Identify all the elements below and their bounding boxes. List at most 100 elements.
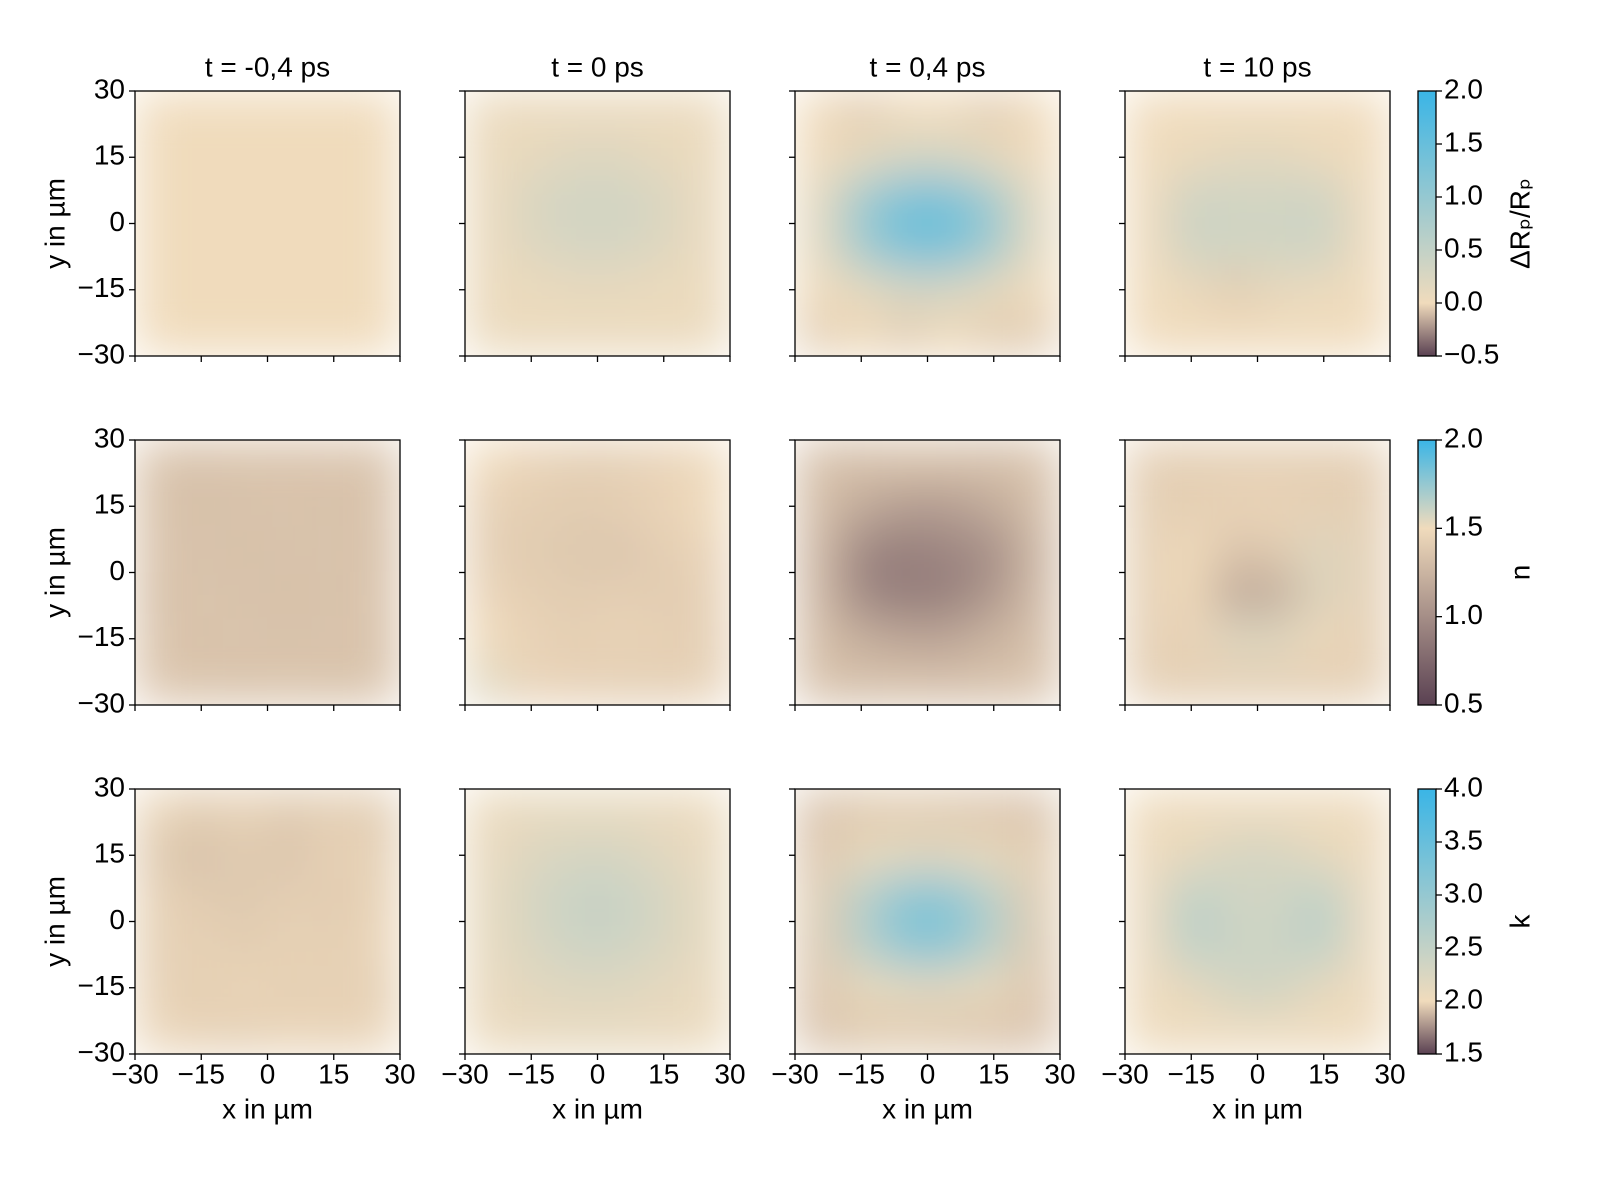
- heatmap-cell: [465, 178, 510, 224]
- colorbar-tick-label: −0.5: [1444, 338, 1499, 369]
- heatmap-cell: [641, 832, 687, 878]
- heatmap-cell: [795, 311, 840, 356]
- heatmap-cell: [971, 91, 1017, 136]
- heatmap-cell: [508, 876, 554, 922]
- heatmap-cell: [1212, 832, 1258, 878]
- heatmap-cell: [222, 789, 268, 834]
- heatmap-cell: [1125, 527, 1170, 573]
- colorbar-tick-label: 1.0: [1444, 179, 1483, 210]
- heatmap-cell: [927, 1009, 973, 1054]
- heatmap-cell: [311, 876, 357, 922]
- heatmap-cell: [267, 440, 313, 485]
- x-tick-label: −30: [771, 1058, 819, 1089]
- heatmap-cell: [1345, 616, 1390, 662]
- heatmap-cell: [927, 789, 973, 834]
- heatmap-cell: [1345, 660, 1390, 705]
- heatmap-cell: [465, 440, 510, 485]
- heatmap-cell: [465, 223, 510, 269]
- heatmap-cell: [882, 876, 928, 922]
- heatmap-cell: [641, 527, 687, 573]
- heatmap-cell: [1125, 91, 1170, 136]
- heatmap-cell: [508, 832, 554, 878]
- heatmap-cell: [838, 134, 884, 180]
- y-tick-label: −30: [78, 687, 126, 718]
- heatmap-cell: [1345, 134, 1390, 180]
- heatmap-cell: [1257, 832, 1303, 878]
- heatmap-cell: [838, 572, 884, 618]
- x-tick-label: 30: [1044, 1058, 1075, 1089]
- heatmap-cell: [927, 616, 973, 662]
- heatmap: [1125, 440, 1390, 705]
- colorbar-tick-label: 3.5: [1444, 824, 1483, 855]
- heatmap-cell: [882, 91, 928, 136]
- heatmap-cell: [1301, 876, 1347, 922]
- heatmap-cell: [508, 178, 554, 224]
- heatmap-cell: [1168, 483, 1214, 529]
- heatmap-cell: [267, 223, 313, 269]
- heatmap-cell: [355, 660, 400, 705]
- heatmap-cell: [1345, 1009, 1390, 1054]
- heatmap-cell: [552, 223, 598, 269]
- x-tick-label: 0: [1250, 1058, 1266, 1089]
- heatmap: [1125, 91, 1390, 356]
- colorbar-tick-label: 2.0: [1444, 73, 1483, 104]
- heatmap-cell: [1345, 527, 1390, 573]
- x-axis-label: x in µm: [222, 1093, 313, 1124]
- heatmap-cell: [222, 965, 268, 1011]
- x-tick-label: 30: [384, 1058, 415, 1089]
- heatmap-cell: [465, 789, 510, 834]
- heatmap-cell: [178, 223, 224, 269]
- heatmap-cell: [1257, 876, 1303, 922]
- heatmap-cell: [1345, 832, 1390, 878]
- heatmap-cell: [552, 921, 598, 967]
- heatmap-cell: [1015, 616, 1060, 662]
- heatmap-cell: [267, 311, 313, 356]
- heatmap-cells: [1125, 91, 1390, 356]
- colorbar-label: ΔRₚ/Rₚ: [1504, 178, 1535, 269]
- heatmap-cell: [795, 965, 840, 1011]
- heatmap-cell: [311, 921, 357, 967]
- heatmap-cell: [355, 91, 400, 136]
- heatmap-cell: [1015, 1009, 1060, 1054]
- heatmap-cell: [465, 483, 510, 529]
- heatmap-cell: [135, 527, 180, 573]
- heatmap-cell: [1168, 440, 1214, 485]
- heatmap-cell: [1212, 660, 1258, 705]
- heatmap-cell: [508, 311, 554, 356]
- heatmap-cell: [1168, 267, 1214, 313]
- heatmap-cell: [355, 267, 400, 313]
- y-tick-label: 30: [94, 771, 125, 802]
- colorbar-tick-label: 2.0: [1444, 983, 1483, 1014]
- x-tick-label: 30: [1374, 1058, 1405, 1089]
- heatmap-cell: [685, 267, 730, 313]
- heatmap-cell: [685, 965, 730, 1011]
- heatmap-cell: [552, 789, 598, 834]
- heatmap-cell: [1212, 267, 1258, 313]
- heatmap-cell: [1212, 921, 1258, 967]
- y-tick-label: 0: [109, 555, 125, 586]
- heatmap-cell: [552, 572, 598, 618]
- heatmap-cell: [267, 660, 313, 705]
- y-tick-label: 15: [94, 140, 125, 171]
- heatmap-cells: [465, 440, 730, 705]
- heatmap-cell: [1125, 178, 1170, 224]
- heatmap-cells: [795, 440, 1060, 705]
- x-axis-label: x in µm: [882, 1093, 973, 1124]
- heatmap-cell: [882, 616, 928, 662]
- heatmap-cell: [311, 311, 357, 356]
- heatmap-cell: [178, 311, 224, 356]
- heatmap-cell: [1301, 965, 1347, 1011]
- heatmap-cell: [311, 832, 357, 878]
- heatmap-cell: [508, 267, 554, 313]
- heatmap-cell: [1125, 616, 1170, 662]
- heatmap-cell: [971, 527, 1017, 573]
- heatmap-cell: [1257, 267, 1303, 313]
- heatmap-cell: [508, 527, 554, 573]
- heatmap-cell: [465, 921, 510, 967]
- heatmap-cell: [1125, 223, 1170, 269]
- heatmap-cell: [222, 440, 268, 485]
- heatmap-cell: [1168, 921, 1214, 967]
- y-tick-label: −15: [78, 621, 126, 652]
- heatmap-cell: [135, 876, 180, 922]
